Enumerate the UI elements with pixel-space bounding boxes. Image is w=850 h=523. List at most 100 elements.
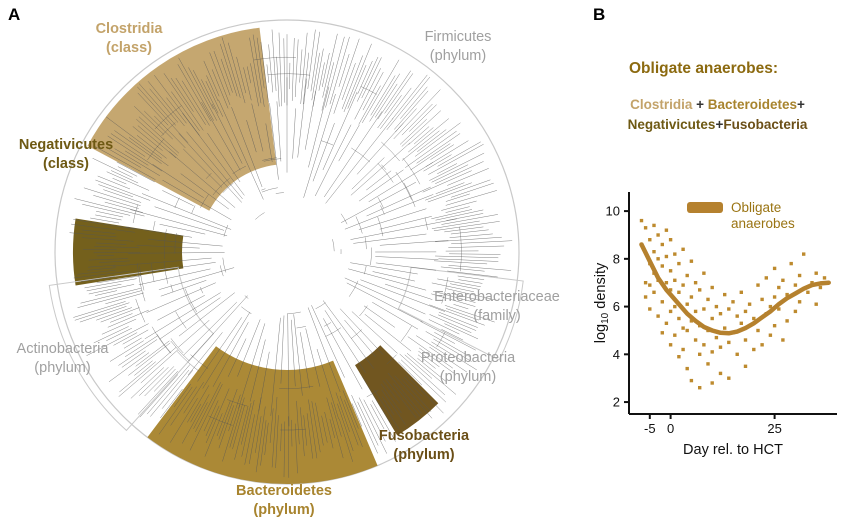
scatter-point bbox=[797, 273, 802, 278]
scatter-point bbox=[772, 295, 777, 299]
y-tick-label: 4 bbox=[613, 347, 620, 362]
clade-name: Firmicutes bbox=[424, 29, 492, 45]
clade-label-fusobacteria: Fusobacteria (phylum) bbox=[349, 427, 499, 464]
scatter-point bbox=[731, 300, 735, 304]
scatter-point bbox=[760, 297, 764, 302]
y-axis-label: log10 density bbox=[593, 262, 611, 343]
scatter-point bbox=[747, 302, 752, 306]
scatter-point bbox=[727, 340, 731, 345]
legend-label: Obligate bbox=[731, 200, 781, 215]
clade-name: Enterobacteriaceae bbox=[434, 289, 560, 305]
scatter-point bbox=[814, 302, 818, 306]
scatter-point bbox=[760, 343, 764, 347]
scatter-point bbox=[693, 309, 698, 314]
clade-label-negativicutes: Negativicutes (class) bbox=[0, 136, 132, 173]
scatter-point bbox=[710, 316, 714, 321]
scatter-point bbox=[710, 350, 714, 354]
scatter-point bbox=[664, 228, 669, 232]
scatter-point bbox=[802, 252, 806, 256]
scatter-point bbox=[739, 290, 743, 294]
clade-name: Clostridia bbox=[95, 21, 163, 37]
scatter-point bbox=[673, 278, 677, 282]
scatter-point bbox=[789, 261, 793, 266]
clade-name: Actinobacteria bbox=[16, 341, 109, 357]
scatter-point bbox=[756, 328, 760, 333]
scatter-point bbox=[702, 307, 706, 311]
scatter-point bbox=[814, 271, 818, 275]
legend-label-line2: anaerobes bbox=[731, 216, 795, 231]
scatter-points bbox=[639, 218, 827, 390]
tree-branches bbox=[69, 29, 513, 478]
scatter-point bbox=[793, 283, 798, 287]
scatter-point bbox=[768, 333, 773, 337]
composition-segment: + bbox=[715, 117, 724, 132]
clade-label-firmicutes: Firmicutes (phylum) bbox=[378, 28, 538, 65]
scatter-point bbox=[764, 276, 768, 280]
scatter-point bbox=[685, 273, 689, 278]
composition-segment: + bbox=[797, 97, 805, 112]
scatter-point bbox=[756, 283, 760, 287]
scatter-point bbox=[639, 218, 644, 223]
scatter-point bbox=[727, 376, 731, 380]
clade-outline-actinobacteria bbox=[48, 266, 215, 432]
clade-wedge-bacteroidetes bbox=[147, 346, 378, 485]
composition-segment: Bacteroidetes bbox=[707, 97, 798, 112]
scatter-point bbox=[810, 281, 814, 285]
scatter-point bbox=[723, 326, 727, 330]
scatter-point bbox=[735, 352, 739, 356]
scatter-point bbox=[677, 355, 681, 359]
scatter-point bbox=[660, 264, 664, 268]
scatter-point bbox=[673, 333, 677, 337]
scatter-point bbox=[648, 283, 652, 287]
scatter-point bbox=[643, 295, 648, 299]
clade-label-actinobacteria: Actinobacteria (phylum) bbox=[0, 340, 125, 377]
scatter-point bbox=[706, 362, 710, 366]
scatter-point bbox=[743, 338, 748, 342]
y-tick-label: 10 bbox=[606, 204, 620, 219]
scatter-point bbox=[818, 285, 823, 290]
scatter-point bbox=[664, 321, 669, 325]
clade-name: Bacteroidetes bbox=[236, 483, 332, 499]
scatter-point bbox=[668, 309, 673, 314]
scatter-point bbox=[714, 304, 719, 309]
scatter-point bbox=[718, 345, 723, 349]
scatter-point bbox=[643, 281, 648, 285]
scatter-point bbox=[660, 331, 664, 335]
scatter-point bbox=[743, 309, 748, 314]
scatter-point bbox=[685, 302, 689, 306]
clade-rank: (phylum) bbox=[429, 47, 487, 64]
scatter-point bbox=[698, 288, 702, 292]
scatter-point bbox=[681, 326, 685, 330]
composition-segment: Clostridia bbox=[630, 97, 693, 112]
scatter-point bbox=[652, 223, 656, 228]
scatter-point bbox=[668, 343, 673, 347]
clade-name: Negativicutes bbox=[18, 137, 114, 153]
scatter-point bbox=[681, 247, 685, 251]
scatter-point bbox=[735, 314, 739, 318]
scatter-point bbox=[685, 328, 689, 333]
scatter-point bbox=[681, 347, 685, 352]
scatter-point bbox=[673, 304, 677, 309]
scatter-point bbox=[785, 319, 789, 323]
clade-wedge-clostridia bbox=[87, 27, 277, 211]
scatter-point bbox=[781, 278, 785, 282]
clade-rank: (phylum) bbox=[393, 446, 455, 463]
composition-segment: + bbox=[692, 97, 708, 112]
scatter-point bbox=[822, 276, 827, 280]
scatter-point bbox=[689, 319, 694, 323]
scatter-point bbox=[702, 271, 706, 275]
taxa-composition: Clostridia + Bacteroidetes+ Negativicutes… bbox=[589, 95, 846, 135]
scatter-point bbox=[739, 321, 743, 325]
scatter-point bbox=[693, 338, 698, 342]
scatter-point bbox=[710, 381, 714, 385]
y-tick-label: 6 bbox=[613, 299, 620, 314]
x-tick-label: 25 bbox=[767, 421, 781, 436]
scatter-point bbox=[660, 242, 664, 247]
scatter-point bbox=[677, 290, 681, 294]
x-tick-label: -5 bbox=[644, 421, 656, 436]
scatter-point bbox=[752, 347, 756, 352]
clade-rank: (class) bbox=[106, 39, 152, 56]
y-tick-label: 2 bbox=[613, 395, 620, 410]
scatter-point bbox=[797, 300, 802, 304]
